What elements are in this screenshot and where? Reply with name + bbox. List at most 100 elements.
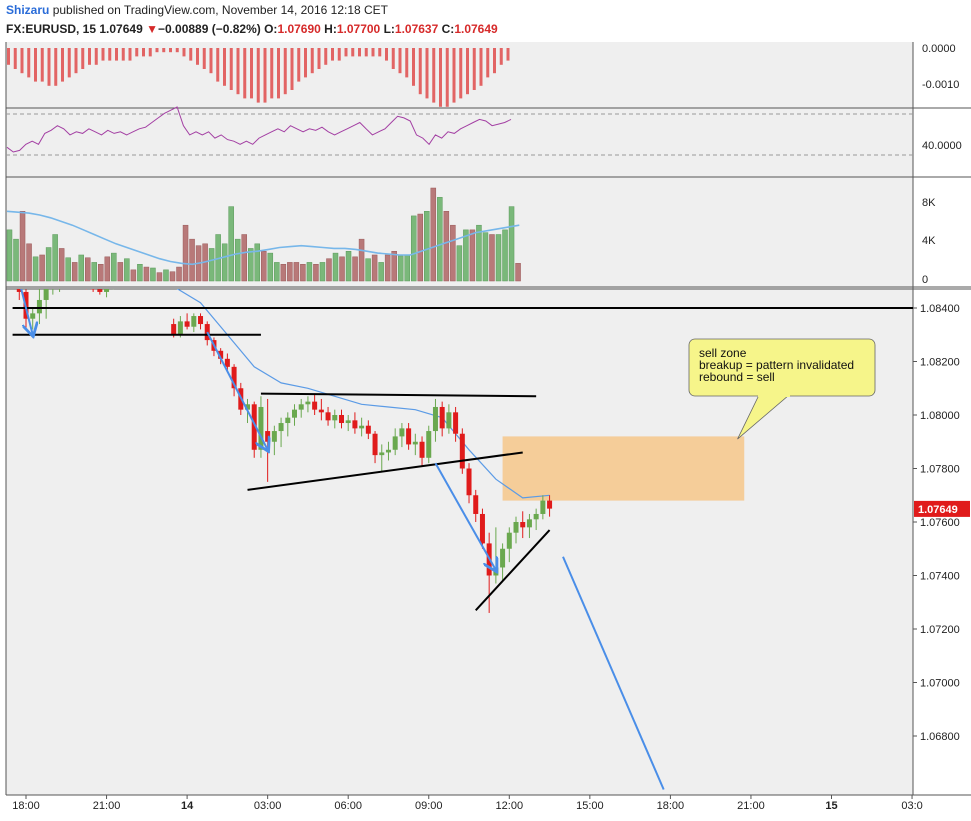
candle-body <box>500 548 506 568</box>
price-tick-label: 1.08200 <box>920 357 960 369</box>
volume-bar <box>45 247 52 282</box>
macd-bar <box>216 48 220 82</box>
callout-text-line: rebound = sell <box>699 370 775 384</box>
macd-bar <box>290 48 294 90</box>
low-label: L: <box>383 22 395 36</box>
candle-body <box>513 522 519 533</box>
macd-bar <box>223 48 226 86</box>
volume-bar <box>208 248 215 282</box>
candle-body <box>352 420 358 429</box>
time-tick-label: 14 <box>181 800 194 812</box>
volume-bar <box>319 262 326 282</box>
candle-body <box>426 431 432 458</box>
macd-bar <box>20 48 24 74</box>
macd-bar <box>115 48 118 61</box>
volume-bar <box>339 256 345 282</box>
candle-body <box>204 324 210 341</box>
candle-body <box>506 532 512 549</box>
candle-body <box>90 289 96 290</box>
volume-bar <box>234 238 241 282</box>
macd-bar <box>452 48 456 103</box>
candle-body <box>419 441 425 458</box>
macd-bar <box>425 48 429 99</box>
macd-bar <box>418 48 422 95</box>
candle-body <box>526 519 532 528</box>
macd-bar <box>202 48 206 69</box>
volume-bar <box>65 257 71 282</box>
candle-body <box>36 299 42 314</box>
macd-bar <box>337 48 341 61</box>
macd-bar <box>27 48 31 78</box>
candle-body <box>379 452 385 456</box>
volume-bar <box>84 257 91 282</box>
macd-bar <box>331 48 334 61</box>
ohlc-legend: FX:EURUSD, 15 1.07649 ▼−0.00889 (−0.82%)… <box>6 22 498 36</box>
drawn-line-down-arrow-3 <box>434 462 495 570</box>
volume-bar <box>404 254 410 282</box>
author-name[interactable]: Shizaru <box>6 3 50 17</box>
macd-bar <box>209 48 213 74</box>
volume-bar <box>137 264 143 282</box>
time-tick-label: 09:00 <box>415 800 443 812</box>
macd-pane <box>7 48 510 107</box>
drawn-line-wedge-lower <box>475 529 551 611</box>
candle-body <box>305 401 311 405</box>
candle-body <box>466 468 472 496</box>
volume-bar <box>176 266 182 282</box>
volume-bar <box>169 271 176 282</box>
macd-bar <box>351 48 355 57</box>
candle-body <box>473 495 479 514</box>
price-tick-label: 1.08000 <box>920 410 960 422</box>
rsi-pane <box>6 106 913 156</box>
volume-bar <box>476 224 482 282</box>
macd-bar <box>47 48 51 86</box>
macd-bar <box>317 48 321 69</box>
macd-bar <box>385 48 388 61</box>
volume-bar <box>437 197 443 282</box>
macd-bar <box>13 48 17 69</box>
time-tick-label: 12:00 <box>496 800 524 812</box>
open-label: O: <box>264 22 278 36</box>
macd-bar <box>439 48 442 107</box>
volume-bar <box>26 243 32 282</box>
candle-body <box>372 433 378 456</box>
candle-body <box>218 350 224 359</box>
candle-body <box>258 406 264 450</box>
macd-bar <box>196 48 199 65</box>
time-tick-label: 18:00 <box>12 800 40 812</box>
macd-bar <box>121 48 125 61</box>
volume-bar <box>378 262 384 282</box>
volume-bar <box>71 262 78 282</box>
candle-body <box>245 404 251 410</box>
volume-bar <box>78 254 84 282</box>
macd-bar <box>250 48 253 99</box>
macd-bar <box>412 48 415 86</box>
candle-body <box>432 406 438 432</box>
macd-bar <box>256 48 260 103</box>
macd-bar <box>499 48 503 65</box>
drawn-line-down-arrow-1 <box>20 289 32 335</box>
rsi-tick-label: 40.0000 <box>922 140 962 152</box>
candle-body <box>104 289 110 292</box>
candle-body <box>399 428 405 437</box>
macd-bar <box>88 48 91 65</box>
volume-bar <box>52 234 58 282</box>
macd-bar <box>7 48 10 65</box>
candle-body <box>184 321 190 327</box>
candle-body <box>359 425 365 429</box>
time-tick-label: 06:00 <box>334 800 362 812</box>
volume-bar <box>221 243 228 282</box>
volume-bar <box>313 264 319 282</box>
volume-tick-label: 8K <box>922 197 936 209</box>
volume-bar <box>182 224 189 282</box>
candle-body <box>406 428 412 445</box>
macd-tick-label: 0.0000 <box>922 43 956 55</box>
macd-bar <box>283 48 287 95</box>
candle-body <box>171 324 177 335</box>
volume-bar <box>274 262 280 282</box>
last-price-label: 1.07649 <box>918 504 958 516</box>
time-tick-label: 15:00 <box>576 800 604 812</box>
volume-bar <box>358 238 365 282</box>
candle-body <box>198 316 204 325</box>
